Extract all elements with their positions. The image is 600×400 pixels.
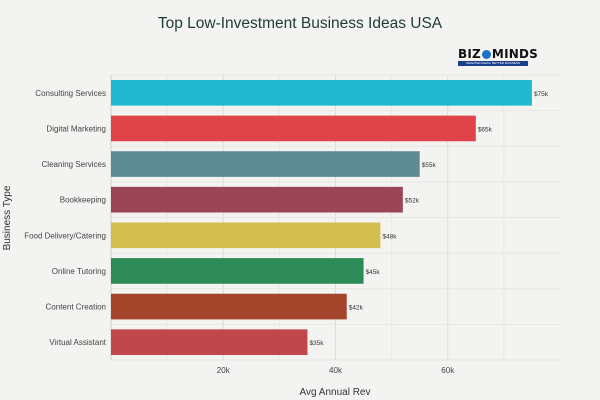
x-tick-label: 20k [217,366,231,375]
y-tick-label: Content Creation [46,303,106,312]
x-tick-label: 60k [441,366,455,375]
value-label: $55k [422,162,437,169]
y-tick-label: Digital Marketing [46,124,106,133]
y-tick-label: Consulting Services [35,89,106,98]
bar [111,79,532,106]
value-label: $42k [349,305,364,312]
value-label: $35k [309,340,324,347]
bar [111,293,347,320]
logo-tagline: SMARTER IDEAS, BETTER BUSINESS [458,61,528,66]
bizminds-logo: BIZ MINDS SMARTER IDEAS, BETTER BUSINESS [458,47,538,68]
x-tick-labels: 20k 40k 60k [217,366,455,375]
y-tick-labels: Consulting Services Digital Marketing Clea… [24,89,107,347]
value-label: $65k [478,126,493,133]
y-tick-label: Bookkeeping [60,196,106,205]
bar [111,115,476,142]
y-tick-label: Cleaning Services [42,160,106,169]
y-tick-label: Food Delivery/Catering [24,231,106,240]
gridlines [110,74,560,361]
bar [111,222,381,249]
value-label: $75k [534,91,549,98]
bars [111,79,532,356]
x-tick-label: 40k [329,366,343,375]
y-tick-label: Virtual Assistant [49,338,107,347]
globe-icon [481,50,491,59]
chart-title: Top Low-Investment Business Ideas USA [158,15,443,32]
x-axis-label: Avg Annual Rev [300,387,371,398]
value-label: $48k [382,233,397,240]
value-label: $52k [405,198,420,205]
y-axis-label: Business Type [2,185,13,250]
bar [111,186,403,213]
logo-text-right: MINDS [491,47,538,61]
y-tick-label: Online Tutoring [52,267,106,276]
logo-text-left: BIZ [458,47,481,61]
bar [111,151,420,177]
bar [111,329,308,356]
value-labels: $75k $65k $55k $52k $48k $45k $42k $35k [309,91,548,347]
bar [111,258,364,284]
value-label: $45k [366,269,381,276]
